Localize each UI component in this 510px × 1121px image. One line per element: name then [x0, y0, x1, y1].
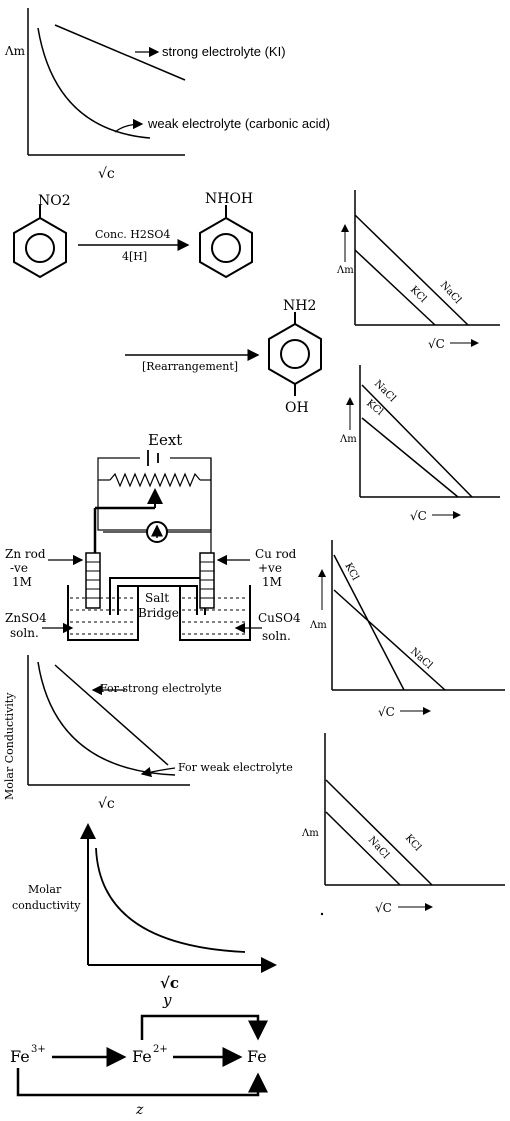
fig-mc-strong-label: For strong electrolyte	[100, 682, 222, 695]
cuso4-label: CuSO4	[258, 611, 301, 625]
fig1-weak-curve	[37, 27, 151, 139]
reaction-scheme: NO2 Conc. H2SO4 4[H] NHOH [Rearrangement…	[13, 191, 322, 416]
graph-a: Λm NaCl KCl √C	[336, 190, 500, 351]
fig-mc-weak-curve	[37, 661, 176, 776]
nitro-group: NO2	[38, 193, 71, 209]
graph-d-upper-line	[325, 779, 433, 886]
graph-b-xlabel: √C	[410, 509, 427, 523]
graph-c: Λm KCl NaCl √C	[309, 540, 505, 719]
graph-d-lower-label: NaCl	[366, 835, 391, 861]
fig-mc2-xlabel: √c	[160, 974, 179, 992]
cu-beaker	[179, 585, 251, 641]
graph-d-ylabel: Λm	[301, 828, 319, 839]
fig1-ylabel: Λm	[4, 44, 26, 58]
fig-mc2-weak-curve	[95, 847, 246, 953]
graph-c-shallow-line	[333, 589, 446, 691]
fe2-charge: 2+	[153, 1044, 168, 1055]
salt-bridge-label-2: Bridge	[138, 606, 179, 620]
graph-c-xlabel: √C	[378, 705, 395, 719]
fe2-symbol: Fe	[132, 1047, 152, 1066]
aminophenol-ring	[268, 322, 322, 386]
reagent-top: Conc. H2SO4	[95, 228, 170, 241]
cu-sign-label: +ve	[258, 561, 282, 575]
salt-bridge-label-1: Salt	[145, 591, 169, 605]
fig-mc2-ylabel-2: conductivity	[12, 899, 81, 912]
graph-b-label-2: KCl	[364, 398, 385, 418]
graph-b-line-1	[361, 384, 473, 498]
nh2-group: NH2	[283, 298, 316, 314]
fig-mc-weak-label: For weak electrolyte	[178, 761, 293, 774]
cu-soln-label: soln.	[262, 629, 291, 643]
fe2-fe-bypass-path	[140, 1014, 268, 1041]
zn-soln-label: soln.	[10, 626, 39, 640]
fig-mc-graph: Molar Conductivity For strong electrolyt…	[3, 655, 293, 812]
fig-mc-strong-line	[54, 664, 169, 766]
rheostat	[109, 472, 201, 488]
phenylhydroxylamine-ring	[199, 216, 253, 279]
fe3-fe-direct-path	[16, 1068, 268, 1097]
graph-a-xlabel: √C	[428, 337, 445, 351]
graph-c-steep-label: KCl	[342, 561, 360, 582]
iron-scheme: Fe 3+ Fe 2+ Fe z	[10, 1014, 268, 1118]
fig1-xlabel: √c	[98, 166, 115, 182]
fe-symbol: Fe	[247, 1047, 267, 1066]
nitrobenzene-ring	[13, 216, 67, 279]
fig1-weak-label: weak electrolyte (carbonic acid)	[147, 116, 330, 131]
cu-conc-label: 1M	[262, 575, 282, 589]
fig1-strong-label: strong electrolyte (KI)	[162, 44, 286, 59]
graph-b-ylabel: Λm	[339, 434, 357, 445]
cu-rod-label: Cu rod	[255, 547, 297, 561]
graph-a-upper-label: NaCl	[438, 280, 463, 306]
fig-mc2-ylabel-1: Molar	[28, 883, 62, 896]
fe3-charge: 3+	[31, 1044, 46, 1055]
zn-beaker	[67, 585, 139, 641]
zn-rod-label: Zn rod	[5, 547, 46, 561]
graph-a-ylabel: Λm	[336, 265, 354, 276]
rearrangement-label: [Rearrangement]	[142, 360, 238, 373]
fig-mc2-graph: Molar conductivity √c y	[12, 823, 277, 1009]
graph-a-upper-line	[354, 214, 469, 326]
graph-b: Λm NaCl KCl √C	[339, 365, 500, 523]
fig-mc-xlabel: √c	[98, 796, 115, 812]
galvanic-cell: Eext Salt Bridge	[5, 431, 301, 643]
oh-group: OH	[285, 400, 309, 416]
graph-d-xlabel: √C	[375, 901, 392, 915]
eext-label: Eext	[148, 431, 182, 449]
graph-b-label-1: NaCl	[372, 378, 398, 404]
graph-d-lower-line	[325, 811, 401, 886]
zn-conc-label: 1M	[12, 575, 32, 589]
znso4-label: ZnSO4	[5, 611, 47, 625]
reagent-bottom: 4[H]	[122, 250, 147, 263]
zn-sign-label: -ve	[10, 561, 28, 575]
fig-mc2-sub-label: y	[162, 991, 172, 1009]
fig1-weak-arrow	[114, 118, 144, 133]
iron-path-label: z	[135, 1102, 144, 1118]
graph-c-ylabel: Λm	[309, 620, 327, 631]
nhoh-group: NHOH	[205, 191, 253, 207]
fe3-symbol: Fe	[10, 1047, 30, 1066]
fig1-strong-line	[54, 24, 186, 81]
graph-b-line-2	[361, 417, 459, 498]
fig-mc-ylabel: Molar Conductivity	[3, 692, 16, 800]
fig1-graph: Λm strong electrolyte (KI) weak electrol…	[4, 8, 330, 182]
graph-d: Λm KCl NaCl √C	[301, 733, 505, 916]
graph-a-lower-line	[354, 249, 436, 326]
graph-d-upper-label: KCl	[403, 833, 423, 854]
